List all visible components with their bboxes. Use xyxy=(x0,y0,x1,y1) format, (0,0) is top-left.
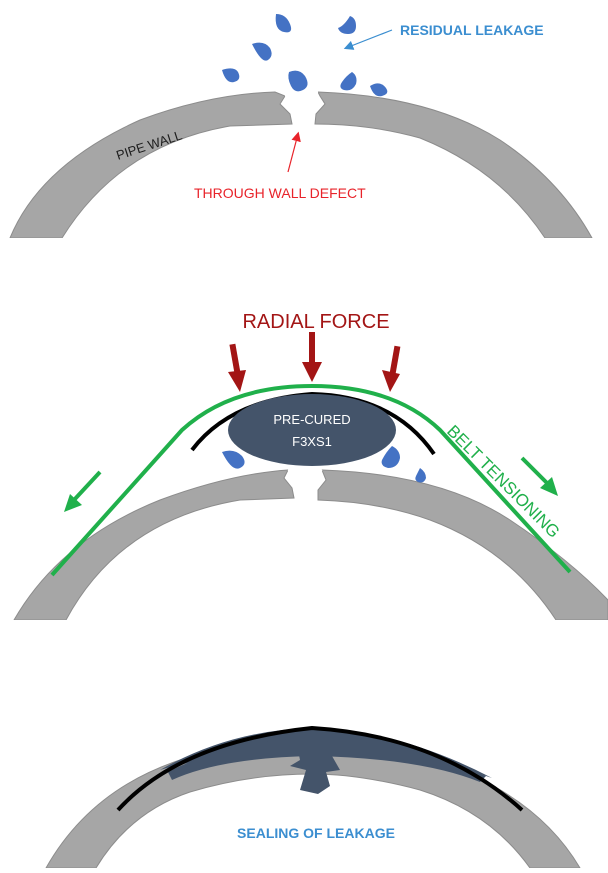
water-droplet xyxy=(340,72,357,91)
defect-arrow xyxy=(287,131,301,173)
radial-force-arrows xyxy=(228,332,401,392)
radial-force-label: RADIAL FORCE xyxy=(242,311,389,333)
sealing-patch-fill xyxy=(168,738,486,782)
water-droplet xyxy=(370,83,388,97)
water-droplet xyxy=(252,42,272,61)
pipe-wall-right xyxy=(317,469,608,620)
water-droplet xyxy=(415,468,426,483)
tension-belt xyxy=(50,384,572,577)
water-droplet xyxy=(381,446,400,468)
water-droplet xyxy=(222,450,245,469)
leakage-droplets xyxy=(222,446,426,483)
water-droplet xyxy=(288,70,308,92)
residual-leakage-label: RESIDUAL LEAKAGE xyxy=(400,22,544,38)
pipe-wall-left xyxy=(9,91,293,238)
residual-leakage-arrow xyxy=(343,29,393,50)
panel-defect: RESIDUAL LEAKAGE PIPE WALL THROUGH WALL … xyxy=(9,14,593,238)
pipe-wall-left xyxy=(13,469,295,620)
water-droplet xyxy=(338,16,356,34)
pre-cured-patch xyxy=(228,394,396,466)
defect-crack xyxy=(287,464,323,478)
through-wall-defect-label: THROUGH WALL DEFECT xyxy=(194,185,366,201)
force-arrow-center xyxy=(302,332,322,382)
panel-installation: PRE-CURED F3XS1 RADIAL FORCE xyxy=(13,311,608,620)
force-arrow-left xyxy=(228,343,246,392)
tension-arrow-left xyxy=(64,470,102,512)
water-droplet xyxy=(275,14,292,33)
leakage-droplets xyxy=(222,14,388,97)
belt-tension-arrows xyxy=(64,456,558,512)
panel-sealed: SEALING OF LEAKAGE xyxy=(45,725,581,868)
defect-crack xyxy=(284,90,319,102)
sealing-of-leakage-label: SEALING OF LEAKAGE xyxy=(237,825,395,841)
liner-sheet xyxy=(116,725,524,812)
pre-cured-label-line2: F3XS1 xyxy=(292,434,332,449)
water-droplet xyxy=(222,68,240,83)
force-arrow-right xyxy=(382,345,401,392)
tension-arrow-right xyxy=(520,456,558,496)
pipe-wall-right xyxy=(314,91,593,238)
resin-plug xyxy=(290,740,340,794)
pre-cured-label-line1: PRE-CURED xyxy=(273,412,350,427)
